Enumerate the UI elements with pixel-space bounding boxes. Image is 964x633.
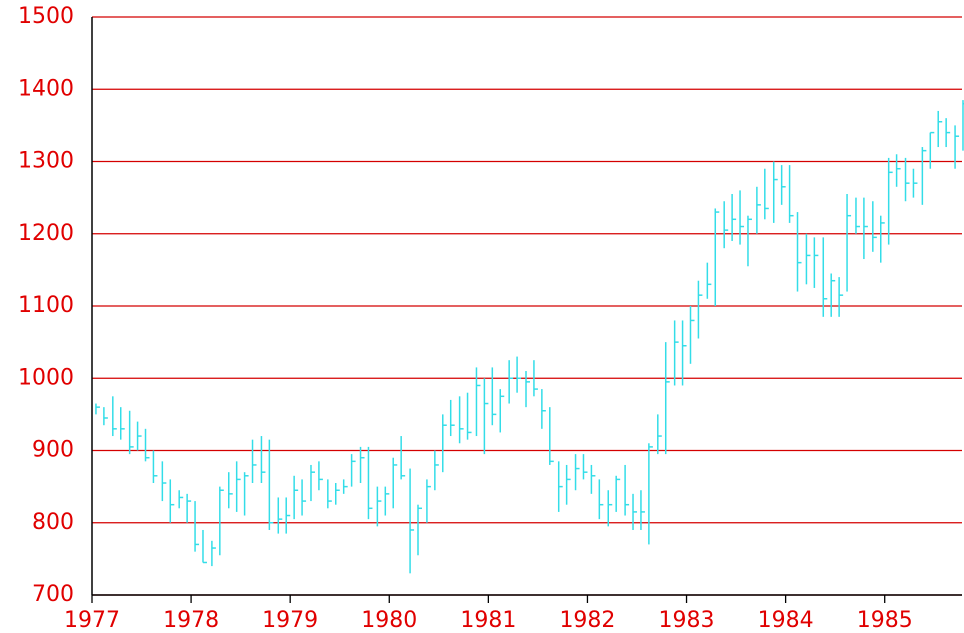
y-tick-label: 1200 <box>18 221 74 246</box>
x-tick-label: 1985 <box>857 608 913 633</box>
x-tick-label: 1979 <box>262 608 318 633</box>
y-tick-label: 900 <box>32 438 74 463</box>
x-tick-label: 1977 <box>64 608 120 633</box>
y-tick-label: 1400 <box>18 76 74 101</box>
y-tick-label: 1300 <box>18 149 74 174</box>
x-tick-label: 1982 <box>559 608 615 633</box>
x-tick-label: 1981 <box>460 608 516 633</box>
y-tick-label: 1500 <box>18 4 74 29</box>
y-tick-label: 700 <box>32 582 74 607</box>
x-tick-label: 1978 <box>163 608 219 633</box>
y-tick-label: 800 <box>32 510 74 535</box>
x-tick-label: 1984 <box>758 608 814 633</box>
y-tick-label: 1100 <box>18 293 74 318</box>
x-tick-label: 1980 <box>361 608 417 633</box>
y-tick-label: 1000 <box>18 365 74 390</box>
x-tick-label: 1983 <box>659 608 715 633</box>
